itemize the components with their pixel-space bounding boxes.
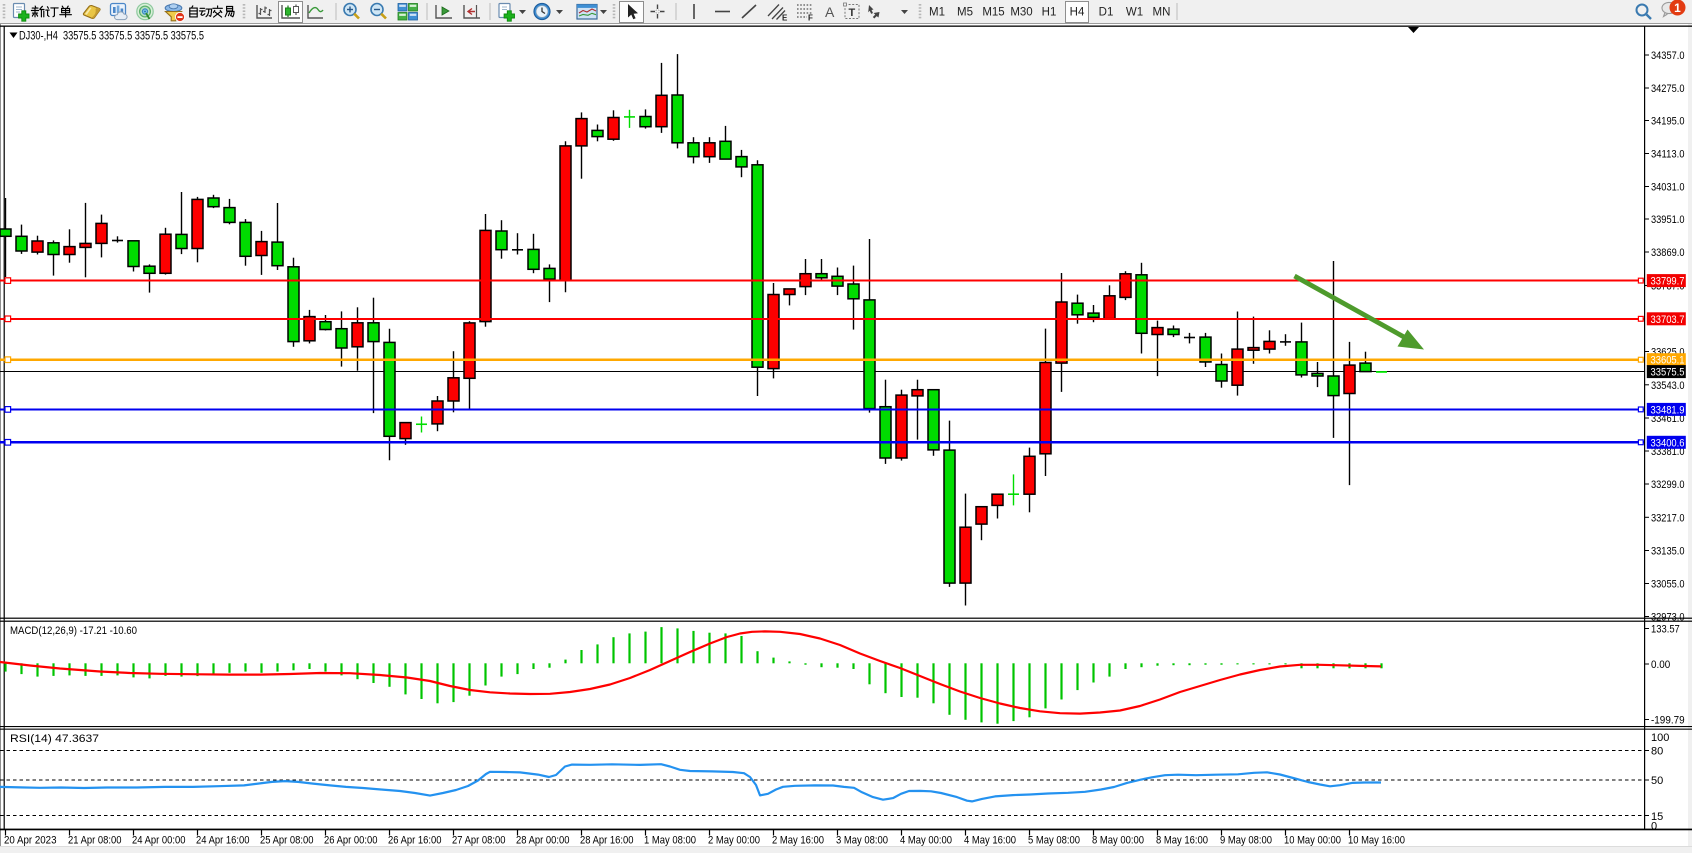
svg-text:33703.7: 33703.7 — [1651, 314, 1685, 326]
svg-text:33605.1: 33605.1 — [1651, 355, 1685, 367]
svg-text:33543.0: 33543.0 — [1651, 380, 1685, 392]
svg-text:9 May 08:00: 9 May 08:00 — [1220, 835, 1272, 847]
svg-text:3 May 08:00: 3 May 08:00 — [836, 835, 888, 847]
svg-text:DJ30-,H4 33575.5 33575.5 3357: DJ30-,H4 33575.5 33575.5 33575.5 33575.5 — [19, 31, 204, 43]
svg-text:28 Apr 00:00: 28 Apr 00:00 — [516, 835, 570, 847]
svg-text:33481.9: 33481.9 — [1651, 404, 1685, 416]
svg-text:24 Apr 00:00: 24 Apr 00:00 — [132, 835, 186, 847]
svg-text:34031.0: 34031.0 — [1651, 182, 1685, 194]
svg-text:15: 15 — [1651, 811, 1663, 823]
svg-text:-199.79: -199.79 — [1651, 715, 1685, 727]
svg-text:33381.0: 33381.0 — [1651, 446, 1685, 458]
svg-text:2 May 00:00: 2 May 00:00 — [708, 835, 760, 847]
svg-text:33135.0: 33135.0 — [1651, 546, 1685, 558]
svg-text:F: F — [808, 14, 813, 23]
svg-text:E: E — [782, 14, 788, 23]
svg-text:H4: H4 — [1070, 7, 1085, 19]
svg-text:MN: MN — [1153, 7, 1171, 19]
svg-text:T: T — [849, 7, 856, 19]
svg-text:27 Apr 08:00: 27 Apr 08:00 — [452, 835, 506, 847]
svg-text:RSI(14) 47.3637: RSI(14) 47.3637 — [10, 733, 99, 745]
svg-text:34275.0: 34275.0 — [1651, 83, 1685, 95]
svg-text:33299.0: 33299.0 — [1651, 479, 1685, 491]
svg-text:33400.6: 33400.6 — [1651, 437, 1685, 449]
svg-text:M1: M1 — [929, 7, 945, 19]
svg-text:28 Apr 16:00: 28 Apr 16:00 — [580, 835, 634, 847]
svg-text:33055.0: 33055.0 — [1651, 579, 1685, 591]
svg-text:A: A — [825, 4, 835, 20]
svg-text:33869.0: 33869.0 — [1651, 247, 1685, 259]
svg-text:33951.0: 33951.0 — [1651, 214, 1685, 226]
svg-text:133.57: 133.57 — [1651, 624, 1680, 636]
svg-text:D1: D1 — [1099, 7, 1114, 19]
svg-text:1 May 08:00: 1 May 08:00 — [644, 835, 696, 847]
svg-text:50: 50 — [1651, 775, 1663, 787]
svg-text:20 Apr 2023: 20 Apr 2023 — [4, 835, 57, 847]
svg-text:0: 0 — [1651, 821, 1657, 833]
svg-text:1: 1 — [1674, 1, 1681, 15]
svg-text:4 May 00:00: 4 May 00:00 — [900, 835, 952, 847]
svg-text:M30: M30 — [1010, 7, 1032, 19]
svg-text:33575.5: 33575.5 — [1651, 367, 1685, 379]
svg-text:34113.0: 34113.0 — [1651, 149, 1685, 161]
svg-text:8 May 00:00: 8 May 00:00 — [1092, 835, 1144, 847]
svg-text:25 Apr 08:00: 25 Apr 08:00 — [260, 835, 314, 847]
svg-text:M5: M5 — [957, 7, 973, 19]
svg-text:32973.0: 32973.0 — [1651, 612, 1685, 624]
svg-text:33799.7: 33799.7 — [1651, 276, 1685, 288]
svg-text:80: 80 — [1651, 746, 1663, 758]
svg-text:MACD(12,26,9) -17.21 -10.60: MACD(12,26,9) -17.21 -10.60 — [10, 625, 137, 637]
svg-text:M15: M15 — [982, 7, 1004, 19]
svg-text:33461.0: 33461.0 — [1651, 413, 1685, 425]
svg-text:34195.0: 34195.0 — [1651, 116, 1685, 128]
svg-text:10 May 16:00: 10 May 16:00 — [1348, 835, 1405, 847]
svg-text:21 Apr 08:00: 21 Apr 08:00 — [68, 835, 122, 847]
svg-text:33217.0: 33217.0 — [1651, 512, 1685, 524]
svg-text:0.00: 0.00 — [1651, 659, 1670, 671]
svg-text:8 May 16:00: 8 May 16:00 — [1156, 835, 1208, 847]
svg-text:10 May 00:00: 10 May 00:00 — [1284, 835, 1341, 847]
svg-text:W1: W1 — [1126, 7, 1143, 19]
svg-text:34357.0: 34357.0 — [1651, 50, 1685, 62]
svg-text:26 Apr 00:00: 26 Apr 00:00 — [324, 835, 378, 847]
svg-text:2 May 16:00: 2 May 16:00 — [772, 835, 824, 847]
svg-text:5 May 08:00: 5 May 08:00 — [1028, 835, 1080, 847]
svg-text:26 Apr 16:00: 26 Apr 16:00 — [388, 835, 442, 847]
svg-text:100: 100 — [1651, 732, 1669, 744]
svg-text:4 May 16:00: 4 May 16:00 — [964, 835, 1016, 847]
svg-text:24 Apr 16:00: 24 Apr 16:00 — [196, 835, 250, 847]
svg-text:H1: H1 — [1042, 7, 1057, 19]
